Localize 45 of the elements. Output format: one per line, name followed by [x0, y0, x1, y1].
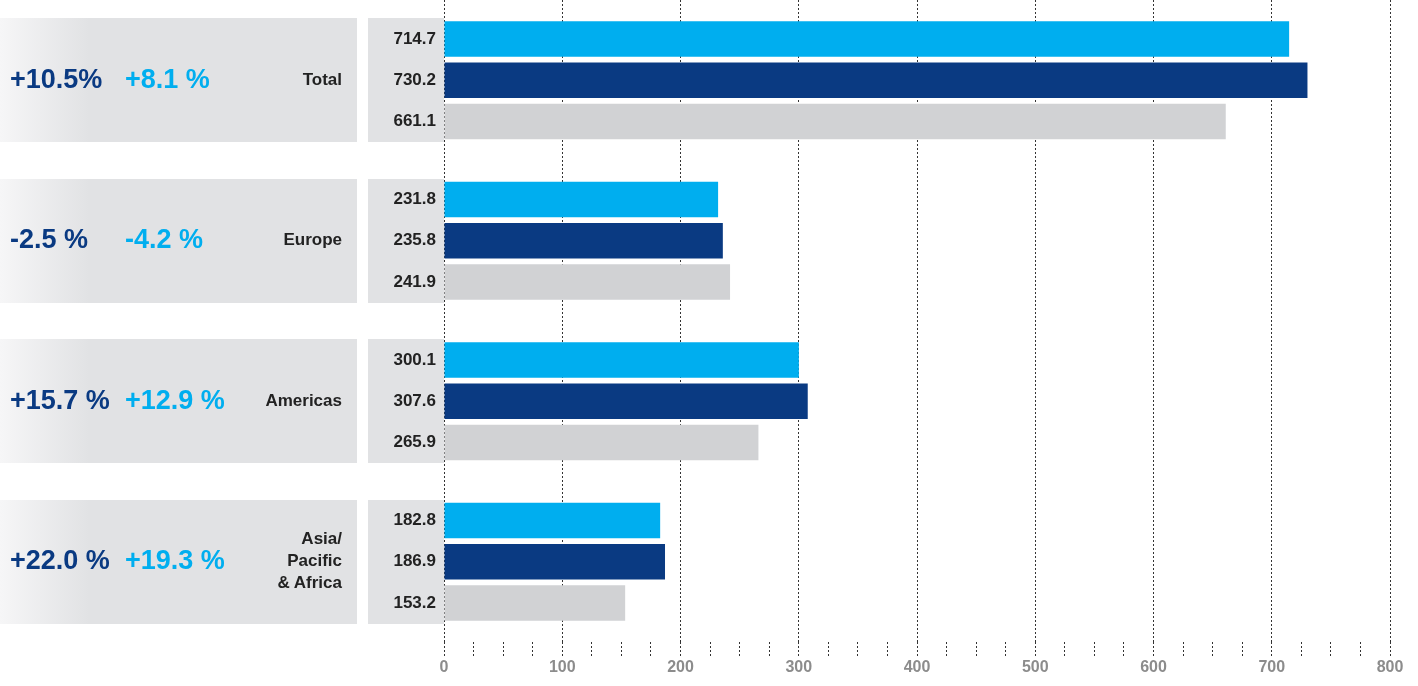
bar [444, 502, 661, 539]
x-tick-label: 400 [903, 658, 931, 676]
x-tick-label: 500 [1021, 658, 1049, 676]
bar [444, 181, 719, 218]
x-tick-label: 200 [667, 658, 694, 676]
y-tick-label: Total [302, 69, 342, 89]
text: +19.3 % [125, 545, 225, 576]
text: +22.0 % [10, 545, 110, 576]
data-label: 153.2 [393, 592, 436, 612]
bar [444, 383, 808, 419]
data-label: 265.9 [393, 432, 436, 452]
bar [444, 223, 723, 259]
y-tick-label: Americas [265, 390, 342, 410]
bar [444, 544, 666, 580]
bar [444, 103, 1226, 140]
data-label: 730.2 [393, 69, 436, 89]
x-tick-label: 300 [785, 658, 813, 676]
bar [444, 264, 731, 300]
text: +10.5% [10, 63, 103, 94]
text: -2.5 % [10, 224, 89, 255]
y-tick-label: Europe [283, 230, 342, 250]
x-tick-label: 600 [1140, 658, 1167, 676]
data-label: 714.7 [393, 28, 436, 48]
x-tick-label: 800 [1376, 658, 1404, 676]
data-label: 231.8 [393, 189, 436, 209]
x-tick-label: 0 [439, 658, 449, 676]
y-tick-label: Asia/ Pacific & Africa [277, 529, 343, 593]
x-tick-label: 100 [548, 658, 576, 676]
data-label: 300.1 [393, 349, 436, 369]
text: +15.7 % [10, 384, 110, 415]
bar [444, 342, 799, 378]
data-label: 186.9 [393, 551, 436, 571]
text: +12.9 % [125, 384, 225, 415]
data-label: 241.9 [393, 271, 436, 291]
data-label: 235.8 [393, 230, 436, 250]
bar [444, 424, 759, 461]
bar [444, 62, 1308, 98]
bar [444, 21, 1290, 57]
bar [444, 585, 626, 621]
data-label: 182.8 [393, 510, 436, 530]
text: -4.2 % [125, 224, 204, 255]
data-label: 661.1 [393, 111, 436, 131]
text: +8.1 % [125, 63, 210, 94]
data-label: 307.6 [393, 390, 436, 410]
x-tick-label: 700 [1258, 658, 1286, 676]
